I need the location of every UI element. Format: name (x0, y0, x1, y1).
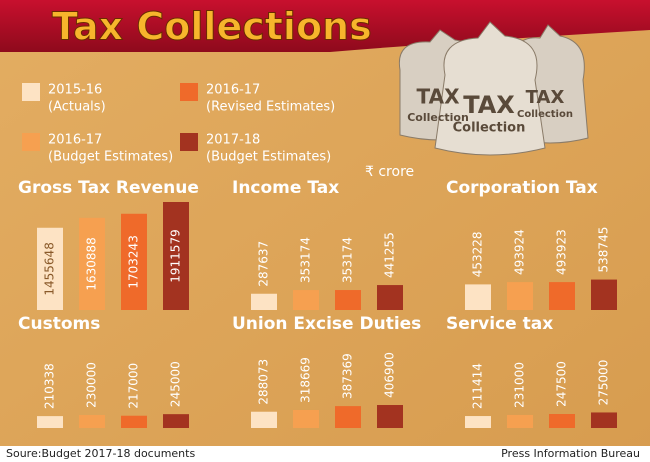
bag-text: TAX (417, 85, 461, 109)
legend-swatch (180, 133, 198, 151)
panel-title: Income Tax (232, 178, 339, 198)
bar (549, 282, 575, 310)
legend-label: 2017-18 (206, 133, 260, 148)
value-label: 538745 (597, 227, 611, 273)
bag-text: Collection (517, 109, 573, 120)
value-label: 453228 (471, 231, 485, 277)
value-label: 1703243 (127, 235, 141, 288)
bar (163, 202, 189, 310)
value-label: 441255 (383, 232, 397, 278)
panel-title: Customs (18, 314, 100, 334)
bag-text: TAX (463, 91, 515, 119)
legend-label: 2016-17 (206, 83, 260, 98)
bar (37, 416, 63, 428)
bag (434, 21, 546, 156)
legend-note: (Budget Estimates) (206, 150, 331, 165)
bar (293, 409, 319, 428)
footer-band (0, 446, 650, 462)
bar (507, 282, 533, 310)
bar (251, 411, 277, 428)
bar (293, 290, 319, 310)
value-label: 231000 (513, 362, 527, 408)
bar (335, 290, 361, 310)
bar (549, 414, 575, 428)
legend-label: 2016-17 (48, 133, 102, 148)
value-label: 318669 (299, 357, 313, 403)
value-label: 1911579 (169, 229, 183, 282)
bar (163, 414, 189, 428)
value-label: 287637 (257, 241, 271, 287)
bar (377, 405, 403, 428)
value-label: 275000 (597, 360, 611, 406)
legend-swatch (22, 133, 40, 151)
bar (37, 227, 63, 310)
panel-title: Corporation Tax (446, 178, 598, 198)
value-label: 1630888 (85, 237, 99, 290)
value-label: 245000 (169, 361, 183, 407)
bar (79, 415, 105, 428)
value-label: 406900 (383, 352, 397, 398)
panel-title: Gross Tax Revenue (18, 178, 199, 198)
title: Tax Collections (52, 5, 372, 49)
value-label: 217000 (127, 363, 141, 409)
value-label: 1455648 (43, 242, 57, 295)
panel-title: Service tax (446, 314, 553, 334)
bar (251, 293, 277, 310)
bar (591, 279, 617, 310)
bar (79, 217, 105, 310)
unit: ₹ crore (365, 164, 414, 180)
value-label: 230000 (85, 362, 99, 408)
value-label: 247500 (555, 361, 569, 407)
legend-note: (Budget Estimates) (48, 150, 173, 165)
bag-text: Collection (407, 111, 469, 124)
bar (121, 213, 147, 310)
legend-note: (Actuals) (48, 100, 106, 115)
panel-title: Union Excise Duties (232, 314, 421, 334)
bar (335, 406, 361, 428)
bag-text: TAX (526, 87, 565, 108)
legend-note: (Revised Estimates) (206, 100, 335, 115)
legend-swatch (22, 83, 40, 101)
value-label: 353174 (299, 237, 313, 283)
bag-text: Collection (453, 121, 526, 136)
value-label: 210338 (43, 363, 57, 409)
source: Soure:Budget 2017-18 documents (6, 447, 195, 460)
bar (465, 284, 491, 310)
bar (465, 416, 491, 428)
bar (507, 414, 533, 428)
bar (591, 412, 617, 428)
value-label: 493924 (513, 229, 527, 275)
value-label: 387369 (341, 353, 355, 399)
value-label: 211414 (471, 363, 485, 409)
money-bags: TAX Collection TAX Collection TAX Collec… (398, 21, 589, 156)
legend-swatch (180, 83, 198, 101)
value-label: 353174 (341, 237, 355, 283)
value-label: 493923 (555, 229, 569, 275)
credit: Press Information Bureau (501, 447, 640, 460)
legend-label: 2015-16 (48, 83, 102, 98)
bar (121, 415, 147, 428)
value-label: 288073 (257, 359, 271, 405)
bar (377, 285, 403, 310)
